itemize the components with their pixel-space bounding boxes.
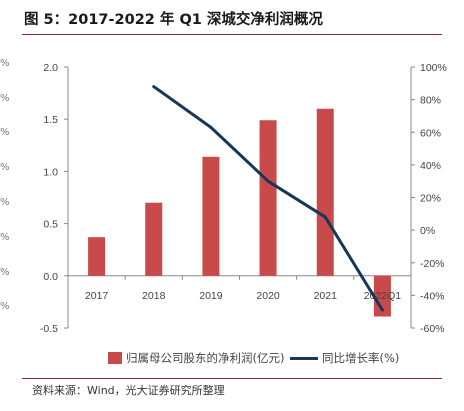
legend: 归属母公司股东的净利润(亿元) 同比增长率(%) bbox=[0, 350, 464, 370]
x-tick-label: 2019 bbox=[199, 290, 223, 302]
bar-2022Q1 bbox=[373, 275, 391, 317]
y-right-tick-label: 100% bbox=[420, 62, 447, 74]
edge-mark: % bbox=[0, 197, 10, 208]
x-tick-label: 2021 bbox=[314, 290, 338, 302]
edge-mark: % bbox=[0, 93, 10, 104]
growth-point-2018 bbox=[152, 85, 156, 89]
growth-point-2019 bbox=[209, 125, 213, 129]
edge-mark: % bbox=[0, 232, 10, 243]
bar-2019 bbox=[202, 156, 220, 276]
bar-2020 bbox=[259, 120, 277, 276]
legend-swatch-line bbox=[290, 356, 318, 360]
y-right-tick-label: -40% bbox=[420, 290, 445, 302]
source-divider bbox=[22, 378, 442, 379]
bar-2018 bbox=[145, 202, 163, 276]
legend-item-bar: 归属母公司股东的净利润(亿元) bbox=[108, 350, 284, 366]
source-note: 资料来源：Wind，光大证券研究所整理 bbox=[32, 384, 225, 397]
y-right-tick-label: 80% bbox=[420, 95, 441, 107]
growth-point-2020 bbox=[266, 179, 270, 183]
y-right-tick-label: -60% bbox=[420, 323, 445, 335]
x-tick-label: 2018 bbox=[142, 290, 166, 302]
edge-mark: % bbox=[0, 162, 10, 173]
x-tick-label: 2020 bbox=[256, 290, 280, 302]
y-left-tick-label: 1.5 bbox=[43, 114, 58, 126]
y-left-tick-label: 2.0 bbox=[43, 62, 58, 74]
legend-swatch-bar bbox=[108, 352, 122, 364]
legend-item-line: 同比增长率(%) bbox=[290, 350, 399, 366]
growth-point-2021 bbox=[323, 215, 327, 219]
growth-point-2022Q1 bbox=[380, 308, 384, 312]
edge-mark: % bbox=[0, 267, 10, 278]
edge-mark: % bbox=[0, 301, 10, 312]
y-right-tick-label: 20% bbox=[420, 193, 441, 205]
y-left-tick-label: 0.5 bbox=[43, 219, 58, 231]
y-right-tick-label: 0% bbox=[420, 225, 435, 237]
edge-mark: % bbox=[0, 58, 10, 69]
bar-2017 bbox=[88, 237, 106, 276]
edge-mark: % bbox=[0, 127, 10, 138]
title-divider bbox=[22, 34, 442, 35]
y-right-tick-label: 60% bbox=[420, 127, 441, 139]
y-right-tick-label: 40% bbox=[420, 160, 441, 172]
x-tick-label: 2017 bbox=[85, 290, 109, 302]
chart-canvas: -0.5 0.0 0.5 1.0 1.5 2.0 -60% -40% -20% 0% 20% 40% 6… bbox=[40, 62, 447, 335]
y-left-tick-label: 0.0 bbox=[43, 271, 58, 283]
y-left-tick-label: -0.5 bbox=[40, 323, 58, 335]
legend-label-line: 同比增长率(%) bbox=[322, 351, 400, 365]
bar-2021 bbox=[316, 108, 334, 276]
y-right-tick-label: -20% bbox=[420, 258, 445, 270]
y-left-tick-label: 1.0 bbox=[43, 166, 58, 178]
legend-label-bar: 归属母公司股东的净利润(亿元) bbox=[126, 351, 285, 365]
figure-title: 图 5：2017-2022 年 Q1 深城交净利润概况 bbox=[24, 12, 323, 28]
